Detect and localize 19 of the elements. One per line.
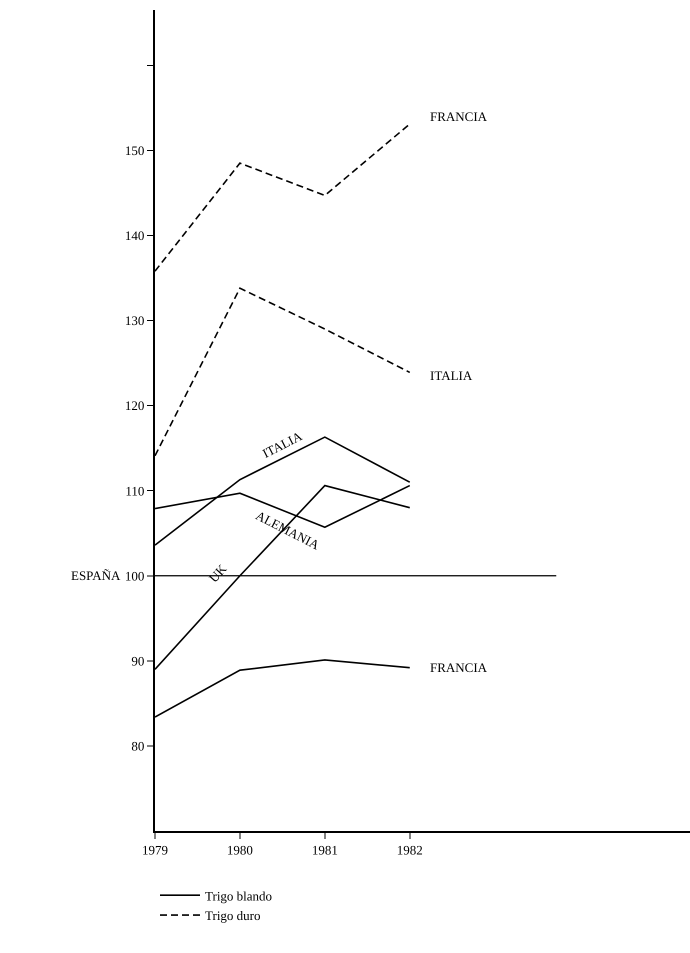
y-tick-label: 120 [124,398,144,414]
annotation: FRANCIA [430,660,488,675]
x-tick-label: 1979 [142,842,168,858]
y-tick-label: 90 [131,653,144,668]
y-tick-label: 110 [125,483,144,498]
ref-line-label: ESPAÑA [71,568,121,583]
y-tick-label: 80 [131,738,144,754]
x-tick-label: 1980 [226,842,253,858]
legend-label: Trigo duro [205,908,261,924]
annotation: FRANCIA [430,109,488,124]
y-tick-label: 130 [124,313,144,328]
annotation: UK [206,560,230,586]
y-tick-label: 100 [124,568,144,584]
y-tick-label: 150 [124,142,144,158]
y-tick-label: 140 [124,228,144,244]
x-tick-label: 1981 [312,842,338,858]
annotation: ITALIA [430,368,473,383]
x-tick-label: 1982 [396,842,423,858]
legend-label: Trigo blando [205,888,272,904]
